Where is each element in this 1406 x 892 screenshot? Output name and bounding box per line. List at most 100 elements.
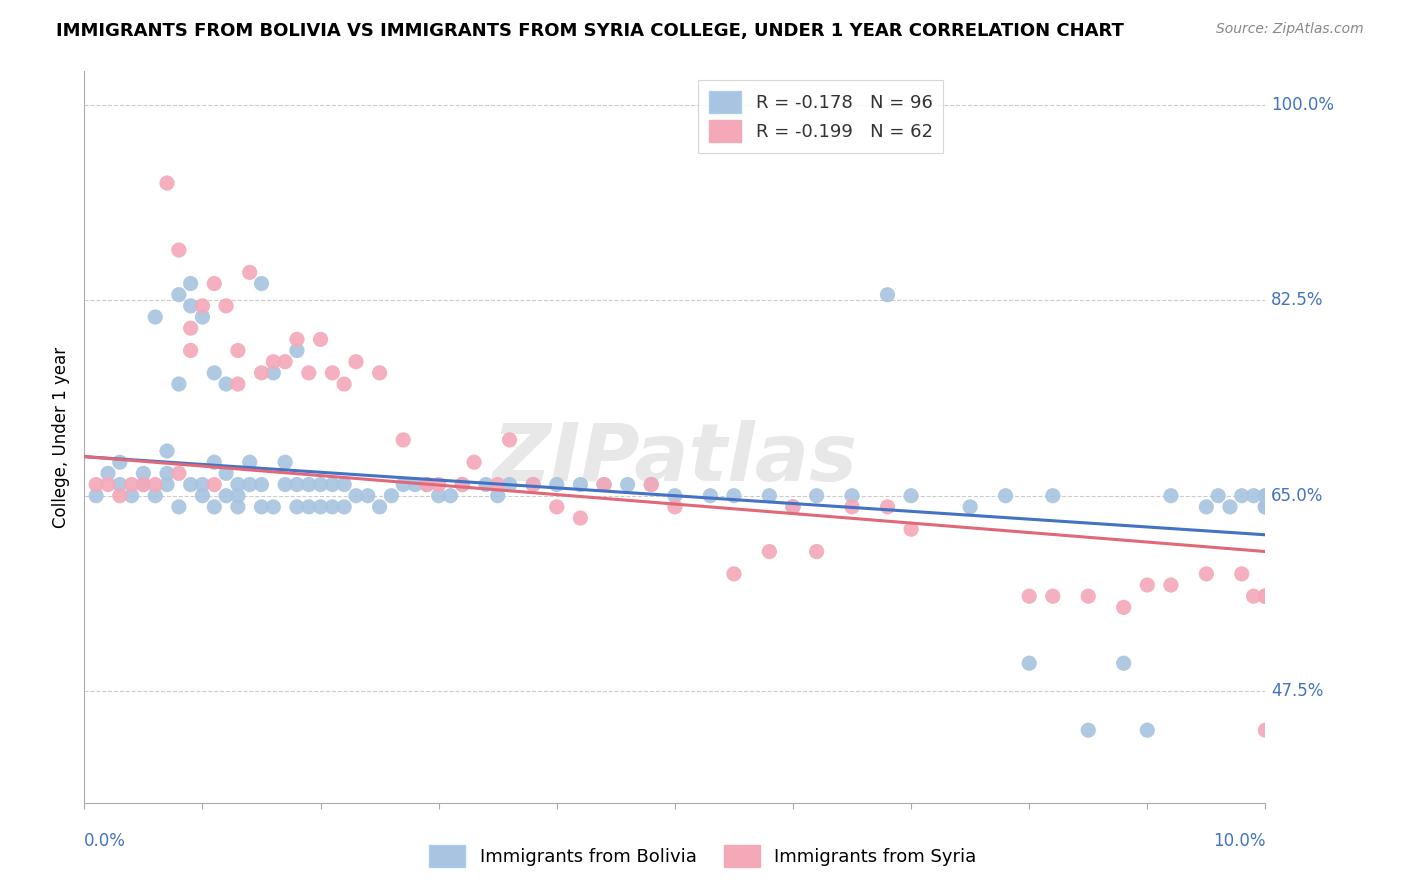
Point [333, 500, 356, 514]
Point [143, 477, 166, 491]
Point [180, 277, 202, 291]
Point [427, 489, 450, 503]
Point [167, 287, 190, 301]
Point [274, 354, 297, 368]
Point [180, 321, 202, 335]
Point [723, 489, 745, 503]
Text: 10.0%: 10.0% [1213, 832, 1265, 850]
Point [1254, 500, 1277, 514]
Point [1018, 589, 1040, 603]
Point [167, 243, 190, 257]
Point [250, 500, 273, 514]
Point [226, 477, 249, 491]
Point [593, 477, 616, 491]
Point [664, 489, 686, 503]
Point [215, 467, 238, 481]
Point [699, 489, 721, 503]
Legend: Immigrants from Bolivia, Immigrants from Syria: Immigrants from Bolivia, Immigrants from… [422, 838, 984, 874]
Point [1112, 657, 1135, 671]
Point [226, 489, 249, 503]
Point [298, 366, 321, 380]
Point [841, 500, 863, 514]
Point [202, 366, 225, 380]
Point [593, 477, 616, 491]
Point [262, 500, 284, 514]
Point [121, 489, 143, 503]
Text: 0.0%: 0.0% [84, 832, 127, 850]
Point [876, 500, 898, 514]
Point [132, 477, 155, 491]
Point [1160, 578, 1182, 592]
Point [202, 477, 225, 491]
Point [758, 544, 780, 558]
Point [215, 489, 238, 503]
Point [298, 477, 321, 491]
Point [202, 277, 225, 291]
Text: 100.0%: 100.0% [1271, 95, 1334, 114]
Point [285, 477, 308, 491]
Point [1219, 500, 1241, 514]
Point [333, 377, 356, 392]
Point [1254, 489, 1277, 503]
Point [392, 477, 415, 491]
Point [97, 477, 120, 491]
Point [1112, 600, 1135, 615]
Point [841, 489, 863, 503]
Point [321, 500, 343, 514]
Point [1206, 489, 1229, 503]
Point [569, 477, 592, 491]
Point [239, 477, 262, 491]
Point [156, 444, 179, 458]
Point [1254, 500, 1277, 514]
Point [226, 343, 249, 358]
Text: IMMIGRANTS FROM BOLIVIA VS IMMIGRANTS FROM SYRIA COLLEGE, UNDER 1 YEAR CORRELATI: IMMIGRANTS FROM BOLIVIA VS IMMIGRANTS FR… [56, 22, 1125, 40]
Point [416, 477, 439, 491]
Point [876, 287, 898, 301]
Point [900, 522, 922, 536]
Point [250, 477, 273, 491]
Point [84, 489, 107, 503]
Point [546, 477, 568, 491]
Point [97, 467, 120, 481]
Point [202, 455, 225, 469]
Point [1136, 578, 1159, 592]
Point [1243, 589, 1265, 603]
Point [156, 176, 179, 190]
Point [167, 467, 190, 481]
Point [167, 377, 190, 392]
Point [108, 489, 131, 503]
Point [250, 366, 273, 380]
Point [321, 366, 343, 380]
Point [1254, 589, 1277, 603]
Point [758, 489, 780, 503]
Point [215, 299, 238, 313]
Point [380, 489, 402, 503]
Point [498, 477, 520, 491]
Point [463, 455, 485, 469]
Point [344, 354, 367, 368]
Point [285, 332, 308, 346]
Point [156, 467, 179, 481]
Point [806, 544, 828, 558]
Point [959, 500, 981, 514]
Point [156, 477, 179, 491]
Point [262, 366, 284, 380]
Point [180, 477, 202, 491]
Point [274, 477, 297, 491]
Point [1077, 589, 1099, 603]
Point [262, 354, 284, 368]
Point [191, 310, 214, 324]
Text: 47.5%: 47.5% [1271, 682, 1323, 700]
Point [250, 277, 273, 291]
Point [806, 489, 828, 503]
Point [427, 477, 450, 491]
Point [1195, 500, 1218, 514]
Point [486, 489, 509, 503]
Text: Source: ZipAtlas.com: Source: ZipAtlas.com [1216, 22, 1364, 37]
Point [616, 477, 638, 491]
Point [191, 299, 214, 313]
Point [522, 477, 544, 491]
Point [1042, 589, 1064, 603]
Point [239, 455, 262, 469]
Point [309, 332, 332, 346]
